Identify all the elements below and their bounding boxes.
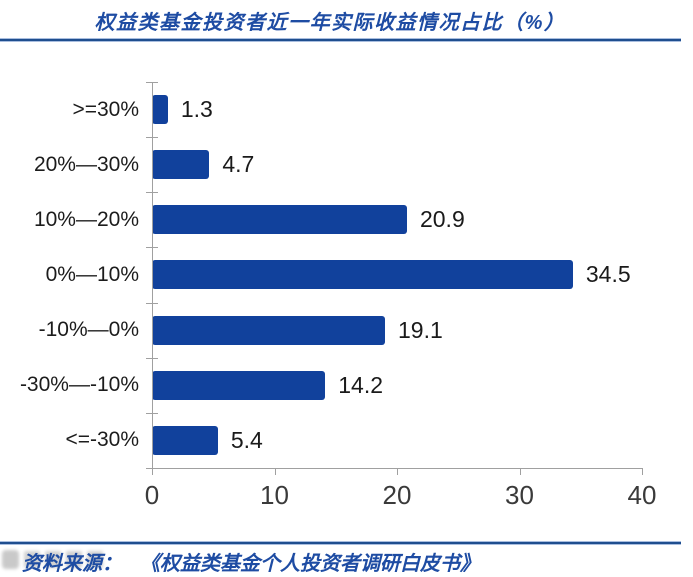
x-axis-tick-label: 0 — [144, 480, 160, 510]
bar — [152, 260, 573, 290]
category-label: 10%—20% — [33, 207, 139, 231]
category-label: -30%—-10% — [19, 373, 139, 397]
bar — [152, 370, 326, 400]
bar — [152, 425, 218, 455]
bar — [152, 150, 210, 180]
watermark-logo — [2, 550, 103, 569]
chart-row: 20%—30% 4.7 — [0, 137, 640, 192]
value-label: 14.2 — [338, 371, 383, 398]
chart-row: 0%—10% 34.5 — [0, 247, 640, 302]
chart-rows: >=30% 1.3 20%—30% 4.7 10%—20% 20.9 0%—10% 34.5 -… — [0, 82, 640, 468]
y-axis-tick — [146, 82, 158, 83]
x-axis-line — [152, 468, 643, 469]
x-axis-tick — [274, 469, 276, 475]
chart-title: 权益类基金投资者近一年实际收益情况占比（%） — [94, 12, 566, 34]
y-axis-tick — [146, 192, 158, 194]
x-axis-tick-label: 10 — [260, 480, 289, 510]
y-axis-tick — [146, 302, 158, 304]
watermark-icon — [2, 550, 19, 569]
chart-row: -30%—-10% 14.2 — [0, 358, 640, 413]
source-note: 资料来源： 《权益类基金个人投资者调研白皮书》 — [22, 547, 480, 576]
value-label: 20.9 — [419, 206, 465, 233]
y-axis-tick — [146, 247, 158, 249]
title-divider — [0, 38, 681, 42]
category-label: >=30% — [72, 97, 139, 121]
category-label: <=-30% — [65, 428, 139, 452]
x-axis-tick — [519, 469, 521, 475]
chart-row: >=30% 1.3 — [0, 82, 640, 137]
value-label: 4.7 — [222, 151, 255, 178]
x-axis-tick — [152, 469, 153, 475]
y-axis-tick — [146, 137, 158, 139]
chart-row: <=-30% 5.4 — [0, 413, 640, 468]
bar — [152, 315, 386, 345]
y-axis-tick — [146, 468, 158, 469]
x-axis-tick-label: 40 — [627, 480, 657, 510]
bar-chart: >=30% 1.3 20%—30% 4.7 10%—20% 20.9 0%—10% 34.5 -… — [0, 82, 693, 510]
chart-row: -10%—0% 19.1 — [0, 303, 640, 358]
x-axis-tick-label: 20 — [382, 480, 412, 510]
category-label: 0%—10% — [45, 262, 139, 286]
bar — [152, 95, 168, 125]
category-label: -10%—0% — [38, 318, 139, 342]
x-axis-tick-label: 30 — [505, 480, 534, 510]
x-axis-tick — [397, 469, 398, 475]
source-text: 《权益类基金个人投资者调研白皮书》 — [140, 553, 480, 575]
footer-divider — [0, 541, 681, 545]
value-label: 19.1 — [398, 316, 443, 343]
source-label: 资料来源： — [22, 553, 122, 575]
y-axis-line — [152, 82, 153, 468]
value-label: 34.5 — [585, 261, 631, 288]
y-axis-tick — [146, 412, 158, 414]
category-label: 20%—30% — [33, 152, 139, 176]
x-axis-tick — [642, 469, 643, 475]
bar — [152, 205, 407, 235]
value-label: 1.3 — [180, 96, 213, 123]
chart-row: 10%—20% 20.9 — [0, 192, 640, 247]
value-label: 5.4 — [230, 426, 263, 453]
y-axis-tick — [146, 357, 158, 359]
